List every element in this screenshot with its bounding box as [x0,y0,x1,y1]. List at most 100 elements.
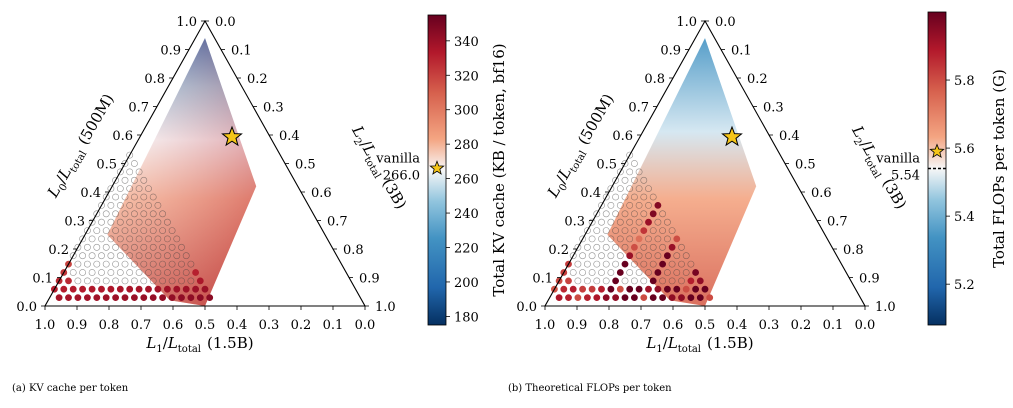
data-point [84,294,91,301]
data-point [149,243,157,251]
data-point [140,210,148,218]
tick-label-right: 0.8 [843,243,864,258]
data-point [149,227,157,234]
data-point [659,277,666,285]
data-point [98,285,105,293]
data-point [206,294,214,301]
data-point [145,269,152,276]
tick-label-left: 0.5 [96,158,117,173]
data-point [112,260,119,268]
data-point [84,277,91,285]
data-point [649,294,657,301]
tick-label-right: 1.0 [375,300,396,315]
data-point [626,185,634,192]
data-point [616,285,624,293]
data-point [602,227,610,234]
data-point [602,193,610,201]
data-point [607,269,615,276]
data-point [635,201,643,209]
data-point [126,285,134,293]
tick-label-bottom: 0.7 [131,318,152,333]
data-point [112,176,119,184]
data-point [602,277,610,285]
caption-b: (b) Theoretical FLOPs per token [508,383,672,394]
tick-label-right: 0.5 [295,158,316,173]
data-point [107,185,115,192]
data-point [116,201,124,209]
data-point [692,269,699,276]
data-point [649,227,657,234]
tick-label-right: 0.3 [763,101,784,116]
data-point [593,243,601,251]
data-point [107,252,115,260]
data-point [678,294,685,301]
data-point [616,235,624,243]
data-point [645,235,652,243]
axis-label-bottom: L1/Ltotal (1.5B) [645,334,753,355]
colorbar-tick-label: 280 [454,138,479,153]
data-point [673,235,681,243]
data-point [565,277,572,285]
data-point [616,185,624,192]
data-point [640,260,648,268]
data-point [635,235,643,243]
data-point [579,285,586,293]
data-point [121,176,129,184]
data-point [664,285,671,293]
data-point [565,294,572,301]
data-point [607,218,615,226]
data-point [649,277,657,285]
tick-label-left: 0.8 [144,72,165,87]
data-point [192,269,199,276]
data-point [626,201,634,209]
data-point [659,227,666,234]
tick-label-right: 0.6 [811,186,832,201]
data-point [121,210,129,218]
data-point [706,294,714,301]
data-point [612,277,619,285]
data-point [74,243,82,251]
data-point [130,193,138,201]
tick-label-bottom: 0.2 [791,318,812,333]
data-point [612,227,619,234]
data-point [668,277,676,285]
data-point [98,218,105,226]
tick-label-bottom: 0.3 [259,318,280,333]
vanilla-label: vanilla [375,151,420,166]
data-point [79,235,86,243]
data-point [560,285,568,293]
tick-label-left: 0.7 [128,101,149,116]
data-point [626,151,634,159]
data-point [626,269,634,276]
data-point [168,243,176,251]
data-point [65,277,72,285]
data-point [640,243,648,251]
data-point [135,235,143,243]
tick-label-left: 0.3 [64,215,85,230]
data-point [140,260,148,268]
data-point [121,193,129,201]
data-point [631,277,638,285]
data-point [626,252,634,260]
data-point [645,285,652,293]
ternary-panel-flops: 0.0 0.0 0.0 0.1 0.1 0.1 0.2 0.2 0.2 0.3 0.3 0.3 0.4 0… [516,15,910,355]
data-point [649,193,657,201]
vanilla-value: 266.0 [383,168,420,183]
data-point [126,168,134,176]
tick-label-left: 0.1 [32,272,53,287]
data-point [88,218,96,226]
tick-label-left: 0.7 [628,101,649,116]
data-point [79,252,86,260]
data-point [626,218,634,226]
data-point [154,218,162,226]
data-point [88,235,96,243]
data-point [649,260,657,268]
data-point [140,294,148,301]
data-point [121,243,129,251]
data-point [584,294,591,301]
data-point [593,260,601,268]
colorbar-tick-label: 320 [454,69,479,84]
data-point [130,176,138,184]
data-point [135,168,143,176]
colorbar-tick-label: 5.8 [954,74,975,89]
